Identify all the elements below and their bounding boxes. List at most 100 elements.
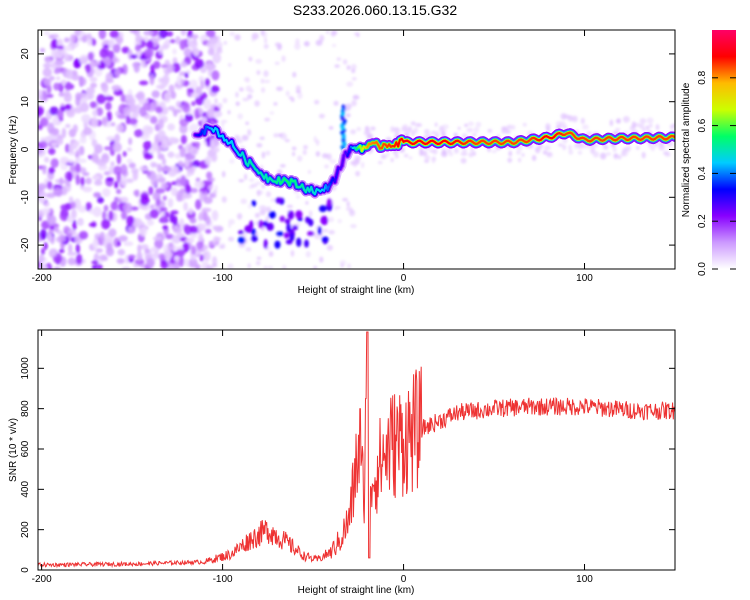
noise-speck xyxy=(110,122,116,127)
halo-speck xyxy=(413,127,419,134)
noise-speck xyxy=(177,160,184,167)
noise-speck xyxy=(178,177,186,186)
noise-speck xyxy=(103,171,111,176)
ridge-blob xyxy=(275,197,283,204)
halo-speck xyxy=(592,151,600,158)
noise-speck xyxy=(125,178,134,184)
ridge-blob xyxy=(262,220,269,227)
halo-speck xyxy=(510,124,516,130)
noise-speck xyxy=(180,61,188,68)
noise-speck xyxy=(150,246,159,253)
snr-frame xyxy=(37,329,676,571)
halo-speck xyxy=(562,144,567,151)
halo-speck xyxy=(467,121,474,127)
noise-speck xyxy=(175,249,186,257)
ridge-blob xyxy=(308,218,314,227)
noise-speck xyxy=(47,233,52,243)
noise-speck xyxy=(160,211,165,217)
noise-speck xyxy=(336,57,342,61)
noise-speck xyxy=(52,187,63,197)
noise-speck xyxy=(48,166,56,174)
noise-speck xyxy=(281,55,286,63)
noise-speck xyxy=(83,126,93,136)
noise-speck xyxy=(196,223,206,232)
halo-speck xyxy=(580,117,585,124)
noise-speck xyxy=(128,117,138,125)
noise-speck xyxy=(331,30,338,35)
noise-speck xyxy=(70,74,81,81)
halo-speck xyxy=(558,143,563,147)
noise-speck xyxy=(229,31,235,36)
noise-speck xyxy=(87,52,94,61)
noise-speck xyxy=(60,204,70,211)
noise-speck xyxy=(126,147,133,152)
noise-speck xyxy=(110,161,115,167)
halo-speck xyxy=(419,146,424,153)
noise-speck xyxy=(242,97,250,102)
ridge-blob xyxy=(263,239,268,249)
noise-speck xyxy=(87,38,93,47)
noise-speck xyxy=(245,247,249,252)
y-tick-label: 10 xyxy=(20,96,31,108)
noise-speck xyxy=(214,41,223,49)
noise-speck xyxy=(201,207,212,213)
noise-speck xyxy=(101,116,108,126)
halo-speck xyxy=(615,119,620,123)
noise-speck xyxy=(94,263,103,269)
noise-speck xyxy=(143,30,154,36)
halo-speck xyxy=(415,123,423,127)
noise-speck xyxy=(179,218,185,228)
noise-speck xyxy=(199,191,204,203)
noise-speck xyxy=(95,248,103,253)
noise-speck xyxy=(108,38,115,49)
noise-speck xyxy=(295,85,301,92)
noise-speck xyxy=(183,201,188,211)
noise-speck xyxy=(207,177,216,182)
halo-speck xyxy=(568,144,572,151)
noise-speck xyxy=(284,139,290,143)
noise-speck xyxy=(120,93,126,103)
noise-speck xyxy=(261,151,266,159)
noise-speck xyxy=(279,164,286,168)
noise-speck xyxy=(191,34,199,39)
noise-speck xyxy=(167,169,177,177)
noise-speck xyxy=(250,183,258,188)
ridge-blob xyxy=(250,228,257,236)
noise-speck xyxy=(212,225,219,231)
noise-speck xyxy=(146,257,156,267)
halo-speck xyxy=(655,124,660,131)
noise-speck xyxy=(120,176,128,187)
ridge-segment xyxy=(397,138,402,148)
noise-speck xyxy=(168,136,176,144)
noise-speck xyxy=(134,44,142,52)
halo-speck xyxy=(421,150,428,157)
ridge-blob xyxy=(292,225,299,231)
noise-speck xyxy=(69,33,77,44)
noise-speck xyxy=(75,149,81,158)
noise-speck xyxy=(322,153,329,159)
noise-speck xyxy=(282,264,287,269)
halo-speck xyxy=(394,154,399,159)
ridge-blob xyxy=(318,205,327,213)
noise-speck xyxy=(43,241,48,250)
noise-speck xyxy=(342,59,348,65)
noise-speck xyxy=(337,218,343,224)
halo-speck xyxy=(434,122,438,127)
noise-speck xyxy=(183,47,192,57)
noise-speck xyxy=(186,172,191,177)
noise-speck xyxy=(54,60,65,66)
noise-speck xyxy=(241,134,249,141)
noise-speck xyxy=(70,145,78,150)
noise-speck xyxy=(49,106,59,116)
noise-speck xyxy=(38,147,43,155)
noise-speck xyxy=(108,210,114,221)
noise-speck xyxy=(40,117,49,127)
noise-speck xyxy=(268,265,274,269)
noise-speck xyxy=(261,87,266,93)
noise-speck xyxy=(134,93,144,99)
noise-speck xyxy=(139,226,148,237)
colorbar-tick-label: 0.2 xyxy=(697,214,708,228)
colorbar-tick-label: 0.4 xyxy=(697,166,708,180)
noise-speck xyxy=(112,43,121,54)
halo-speck xyxy=(612,130,619,135)
